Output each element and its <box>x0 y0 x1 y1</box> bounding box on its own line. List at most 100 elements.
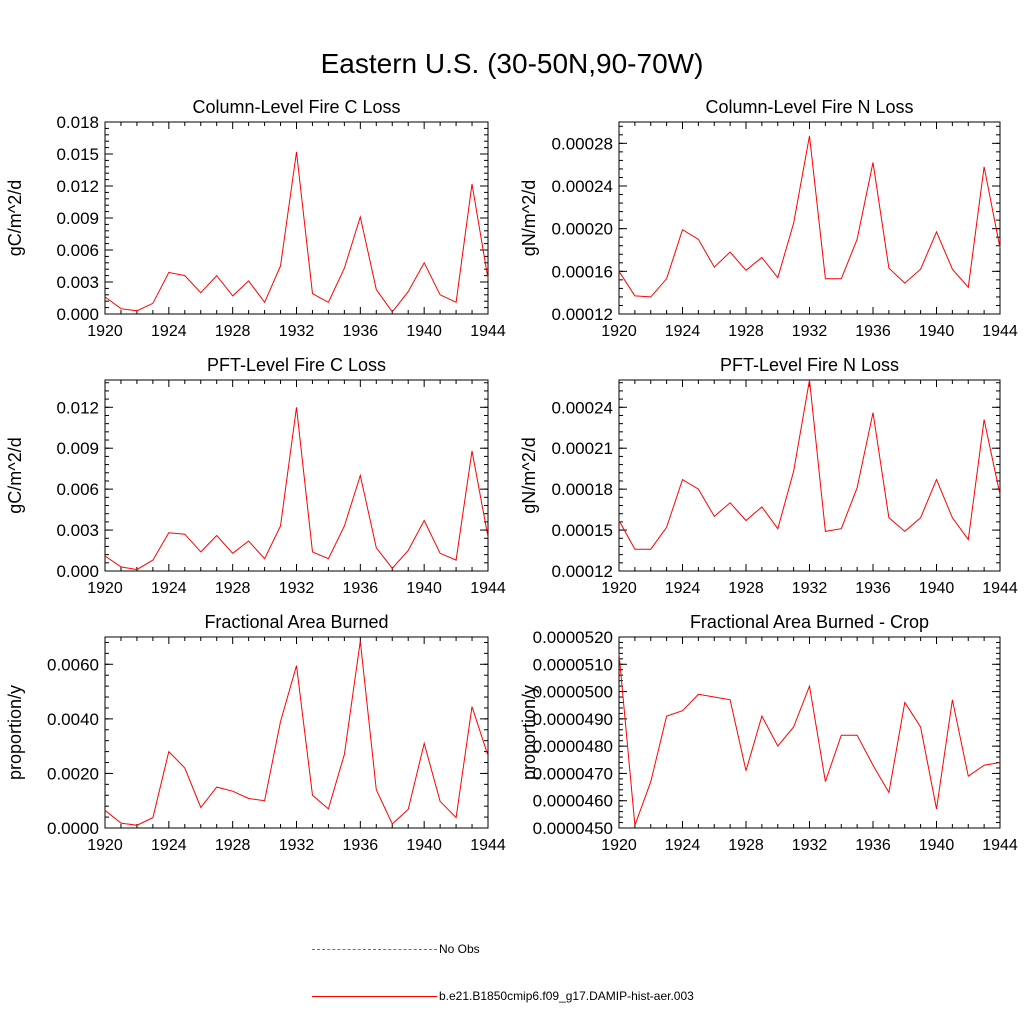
y-tick-label: 0.012 <box>56 398 99 417</box>
y-tick-label: 0.00012 <box>552 305 613 324</box>
panel-0: 1920 1924 1928 1932 1936 1940 1944 0.000 0.003 0.… <box>5 97 506 340</box>
x-tick-label: 1924 <box>151 580 187 597</box>
x-tick-label: 1944 <box>470 580 506 597</box>
y-tick-label: 0.0040 <box>47 710 99 729</box>
y-tick-label: 0.0000490 <box>533 710 613 729</box>
x-tick-label: 1936 <box>343 323 379 340</box>
y-tick-label: 0.0000470 <box>533 764 613 783</box>
y-axis-label: proportion/y <box>5 685 25 780</box>
y-tick-label: 0.0000510 <box>533 655 613 674</box>
x-tick-label: 1944 <box>982 837 1018 854</box>
y-axis-label: proportion/y <box>519 685 539 780</box>
y-tick-label: 0.0000500 <box>533 683 613 702</box>
x-tick-label: 1940 <box>406 580 442 597</box>
y-tick-label: 0.003 <box>56 521 99 540</box>
x-tick-label: 1924 <box>665 837 701 854</box>
series-line <box>104 407 489 571</box>
x-tick-label: 1932 <box>792 323 828 340</box>
x-tick-label: 1932 <box>792 580 828 597</box>
x-tick-label: 1936 <box>855 837 891 854</box>
panel-title: PFT-Level Fire C Loss <box>207 355 386 375</box>
legend-swatch-run <box>312 995 437 997</box>
x-tick-label: 1936 <box>855 323 891 340</box>
y-tick-label: 0.00018 <box>552 480 613 499</box>
x-tick-label: 1924 <box>665 580 701 597</box>
x-tick-label: 1920 <box>601 580 637 597</box>
panel-4: 1920 1924 1928 1932 1936 1940 1944 0.0000 0.0020… <box>5 612 506 854</box>
x-tick-label: 1932 <box>279 837 315 854</box>
series-line <box>104 151 489 313</box>
legend-item-no-obs: No Obs <box>312 942 480 956</box>
x-tick-label: 1924 <box>665 323 701 340</box>
legend-label-run: b.e21.B1850cmip6.f09_g17.DAMIP-hist-aer.… <box>439 989 694 1003</box>
x-tick-label: 1928 <box>215 837 251 854</box>
y-tick-label: 0.003 <box>56 273 99 292</box>
y-axis-label: gC/m^2/d <box>5 180 25 256</box>
series-line <box>618 135 1001 298</box>
y-tick-label: 0.00021 <box>552 439 613 458</box>
panel-5: 1920 1924 1928 1932 1936 1940 1944 0.0000450 0.0… <box>519 612 1018 854</box>
y-axis-label: gC/m^2/d <box>5 437 25 513</box>
panel-title: Column-Level Fire C Loss <box>192 97 400 117</box>
y-tick-label: 0.00015 <box>552 521 613 540</box>
y-tick-label: 0.009 <box>56 209 99 228</box>
legend-label-no-obs: No Obs <box>439 942 480 956</box>
panel-3: 1920 1924 1928 1932 1936 1940 1944 0.00012 0.000… <box>519 355 1018 597</box>
plot-frame <box>618 636 1001 829</box>
x-tick-label: 1940 <box>406 837 442 854</box>
x-tick-label: 1920 <box>87 580 123 597</box>
y-tick-label: 0.00024 <box>552 398 613 417</box>
y-tick-label: 0.00012 <box>552 562 613 581</box>
y-tick-label: 0.006 <box>56 480 99 499</box>
legend-item-run: b.e21.B1850cmip6.f09_g17.DAMIP-hist-aer.… <box>312 989 694 1003</box>
x-tick-label: 1936 <box>343 580 379 597</box>
y-tick-label: 0.009 <box>56 439 99 458</box>
x-tick-label: 1928 <box>728 837 764 854</box>
y-tick-label: 0.00016 <box>552 262 613 281</box>
series-line <box>618 379 1001 550</box>
y-axis-label: gN/m^2/d <box>519 180 539 256</box>
x-tick-label: 1924 <box>151 323 187 340</box>
y-tick-label: 0.0000480 <box>533 737 613 756</box>
y-tick-label: 0.000 <box>56 562 99 581</box>
y-tick-label: 0.0020 <box>47 764 99 783</box>
x-tick-label: 1920 <box>87 837 123 854</box>
y-tick-label: 0.012 <box>56 177 99 196</box>
x-tick-label: 1932 <box>792 837 828 854</box>
y-tick-label: 0.0060 <box>47 655 99 674</box>
panel-1: 1920 1924 1928 1932 1936 1940 1944 0.00012 0.000… <box>519 97 1018 340</box>
y-tick-label: 0.00024 <box>552 177 613 196</box>
x-tick-label: 1928 <box>728 323 764 340</box>
x-tick-label: 1936 <box>343 837 379 854</box>
x-tick-label: 1932 <box>279 580 315 597</box>
panel-title: Fractional Area Burned <box>204 612 388 632</box>
x-tick-label: 1920 <box>601 837 637 854</box>
y-tick-label: 0.018 <box>56 113 99 132</box>
x-tick-label: 1940 <box>406 323 442 340</box>
x-tick-label: 1920 <box>601 323 637 340</box>
x-tick-label: 1936 <box>855 580 891 597</box>
x-tick-label: 1920 <box>87 323 123 340</box>
x-tick-label: 1944 <box>982 323 1018 340</box>
x-tick-label: 1928 <box>728 580 764 597</box>
legend-swatch-no-obs <box>312 948 437 950</box>
x-tick-label: 1944 <box>982 580 1018 597</box>
series-line <box>104 641 489 826</box>
x-tick-label: 1944 <box>470 323 506 340</box>
y-tick-label: 0.015 <box>56 145 99 164</box>
panel-title: PFT-Level Fire N Loss <box>720 355 899 375</box>
y-tick-label: 0.006 <box>56 241 99 260</box>
series-line <box>618 653 1001 826</box>
plot-frame <box>618 121 1001 315</box>
x-tick-label: 1924 <box>151 837 187 854</box>
x-tick-label: 1928 <box>215 323 251 340</box>
y-tick-label: 0.0000460 <box>533 792 613 811</box>
panel-title: Fractional Area Burned - Crop <box>690 612 929 632</box>
x-tick-label: 1944 <box>470 837 506 854</box>
y-tick-label: 0.0000 <box>47 819 99 838</box>
panel-2: 1920 1924 1928 1932 1936 1940 1944 0.000 0.003 0.… <box>5 355 506 597</box>
y-tick-label: 0.0000450 <box>533 819 613 838</box>
y-tick-label: 0.0000520 <box>533 628 613 647</box>
page-title: Eastern U.S. (30-50N,90-70W) <box>320 48 704 79</box>
